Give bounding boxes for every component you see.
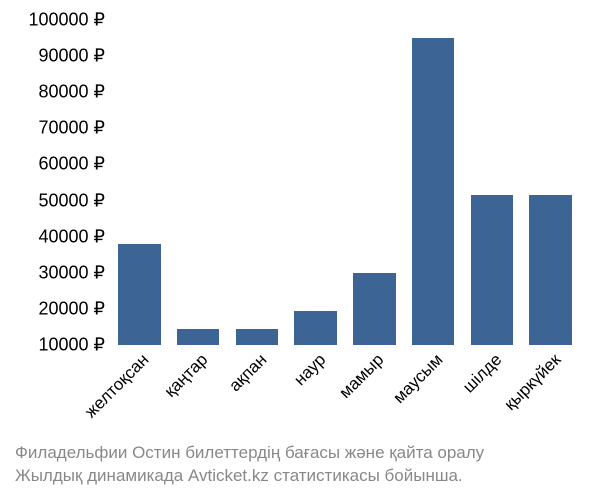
x-tick-label: ақпан (225, 350, 271, 396)
bar (294, 311, 336, 345)
y-tick-label: 80000 ₽ (0, 82, 105, 103)
y-tick-label: 10000 ₽ (0, 335, 105, 356)
caption-line-1: Филадельфии Остин билеттердің бағасы жән… (15, 442, 585, 465)
y-tick-label: 100000 ₽ (0, 10, 105, 31)
bar (177, 329, 219, 345)
y-tick-label: 40000 ₽ (0, 226, 105, 247)
x-tick-label: мамыр (336, 350, 389, 403)
x-tick-label: қаңтар (161, 350, 212, 401)
y-axis: 10000 ₽20000 ₽30000 ₽40000 ₽50000 ₽60000… (0, 20, 105, 345)
x-tick-label: наур (290, 350, 330, 390)
x-tick-label: шілде (459, 350, 506, 397)
caption-line-2: Жылдық динамикада Avticket.kz статистика… (15, 465, 585, 488)
chart-container: 10000 ₽ 20000 ₽ 30000 ₽ 40000 ₽ 50000 ₽ 60000… (0, 0, 600, 500)
x-tick-label: қыркүйек (500, 350, 565, 415)
bar (412, 38, 454, 345)
x-tick-label: желтоқсан (81, 350, 153, 422)
y-tick-label: 70000 ₽ (0, 118, 105, 139)
bar (118, 244, 160, 345)
bar (471, 195, 513, 345)
y-tick-label: 50000 ₽ (0, 190, 105, 211)
bars-group (110, 20, 580, 345)
y-tick-label: 90000 ₽ (0, 46, 105, 67)
bar (236, 329, 278, 345)
y-tick-label: 30000 ₽ (0, 262, 105, 283)
bar (353, 273, 395, 345)
x-axis-labels: желтоқсанқаңтарақпаннаурмамырмаусымшілде… (110, 350, 580, 450)
x-tick-label: маусым (390, 350, 448, 408)
y-tick-label: 60000 ₽ (0, 154, 105, 175)
chart-caption: Филадельфии Остин билеттердің бағасы жән… (15, 442, 585, 488)
y-tick-label: 20000 ₽ (0, 298, 105, 319)
plot-area (110, 20, 580, 345)
bar (529, 195, 571, 345)
